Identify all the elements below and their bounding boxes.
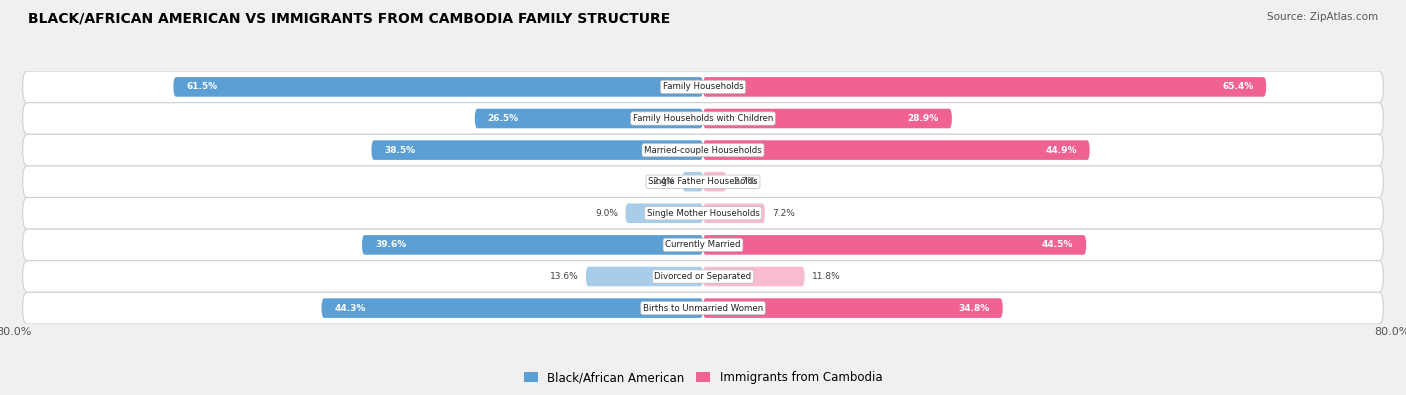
FancyBboxPatch shape xyxy=(703,77,1267,97)
Text: 65.4%: 65.4% xyxy=(1222,83,1253,91)
Text: 38.5%: 38.5% xyxy=(384,146,416,154)
Text: Single Mother Households: Single Mother Households xyxy=(647,209,759,218)
Text: 11.8%: 11.8% xyxy=(811,272,841,281)
FancyBboxPatch shape xyxy=(22,71,1384,103)
Text: Divorced or Separated: Divorced or Separated xyxy=(654,272,752,281)
Text: 34.8%: 34.8% xyxy=(959,304,990,312)
Text: 2.7%: 2.7% xyxy=(733,177,756,186)
FancyBboxPatch shape xyxy=(361,235,703,255)
Text: 28.9%: 28.9% xyxy=(908,114,939,123)
Text: 2.4%: 2.4% xyxy=(652,177,675,186)
Text: 61.5%: 61.5% xyxy=(186,83,218,91)
Text: 44.5%: 44.5% xyxy=(1042,241,1073,249)
FancyBboxPatch shape xyxy=(22,261,1384,292)
Text: Births to Unmarried Women: Births to Unmarried Women xyxy=(643,304,763,312)
Text: 7.2%: 7.2% xyxy=(772,209,794,218)
FancyBboxPatch shape xyxy=(682,172,703,192)
FancyBboxPatch shape xyxy=(22,229,1384,261)
FancyBboxPatch shape xyxy=(626,203,703,223)
FancyBboxPatch shape xyxy=(322,298,703,318)
FancyBboxPatch shape xyxy=(475,109,703,128)
Text: Family Households with Children: Family Households with Children xyxy=(633,114,773,123)
FancyBboxPatch shape xyxy=(703,267,804,286)
FancyBboxPatch shape xyxy=(703,298,1002,318)
FancyBboxPatch shape xyxy=(586,267,703,286)
Text: 9.0%: 9.0% xyxy=(596,209,619,218)
Text: 44.3%: 44.3% xyxy=(335,304,366,312)
Legend: Black/African American, Immigrants from Cambodia: Black/African American, Immigrants from … xyxy=(519,366,887,389)
FancyBboxPatch shape xyxy=(22,134,1384,166)
Text: Currently Married: Currently Married xyxy=(665,241,741,249)
Text: BLACK/AFRICAN AMERICAN VS IMMIGRANTS FROM CAMBODIA FAMILY STRUCTURE: BLACK/AFRICAN AMERICAN VS IMMIGRANTS FRO… xyxy=(28,12,671,26)
Text: Family Households: Family Households xyxy=(662,83,744,91)
Text: Source: ZipAtlas.com: Source: ZipAtlas.com xyxy=(1267,12,1378,22)
FancyBboxPatch shape xyxy=(703,172,727,192)
FancyBboxPatch shape xyxy=(703,140,1090,160)
Text: 13.6%: 13.6% xyxy=(550,272,579,281)
FancyBboxPatch shape xyxy=(22,103,1384,134)
Text: 26.5%: 26.5% xyxy=(488,114,519,123)
Text: Married-couple Households: Married-couple Households xyxy=(644,146,762,154)
FancyBboxPatch shape xyxy=(173,77,703,97)
FancyBboxPatch shape xyxy=(22,292,1384,324)
FancyBboxPatch shape xyxy=(22,198,1384,229)
FancyBboxPatch shape xyxy=(703,109,952,128)
Text: Single Father Households: Single Father Households xyxy=(648,177,758,186)
FancyBboxPatch shape xyxy=(371,140,703,160)
FancyBboxPatch shape xyxy=(22,166,1384,198)
FancyBboxPatch shape xyxy=(703,203,765,223)
Text: 39.6%: 39.6% xyxy=(375,241,406,249)
FancyBboxPatch shape xyxy=(703,235,1087,255)
Text: 44.9%: 44.9% xyxy=(1045,146,1077,154)
